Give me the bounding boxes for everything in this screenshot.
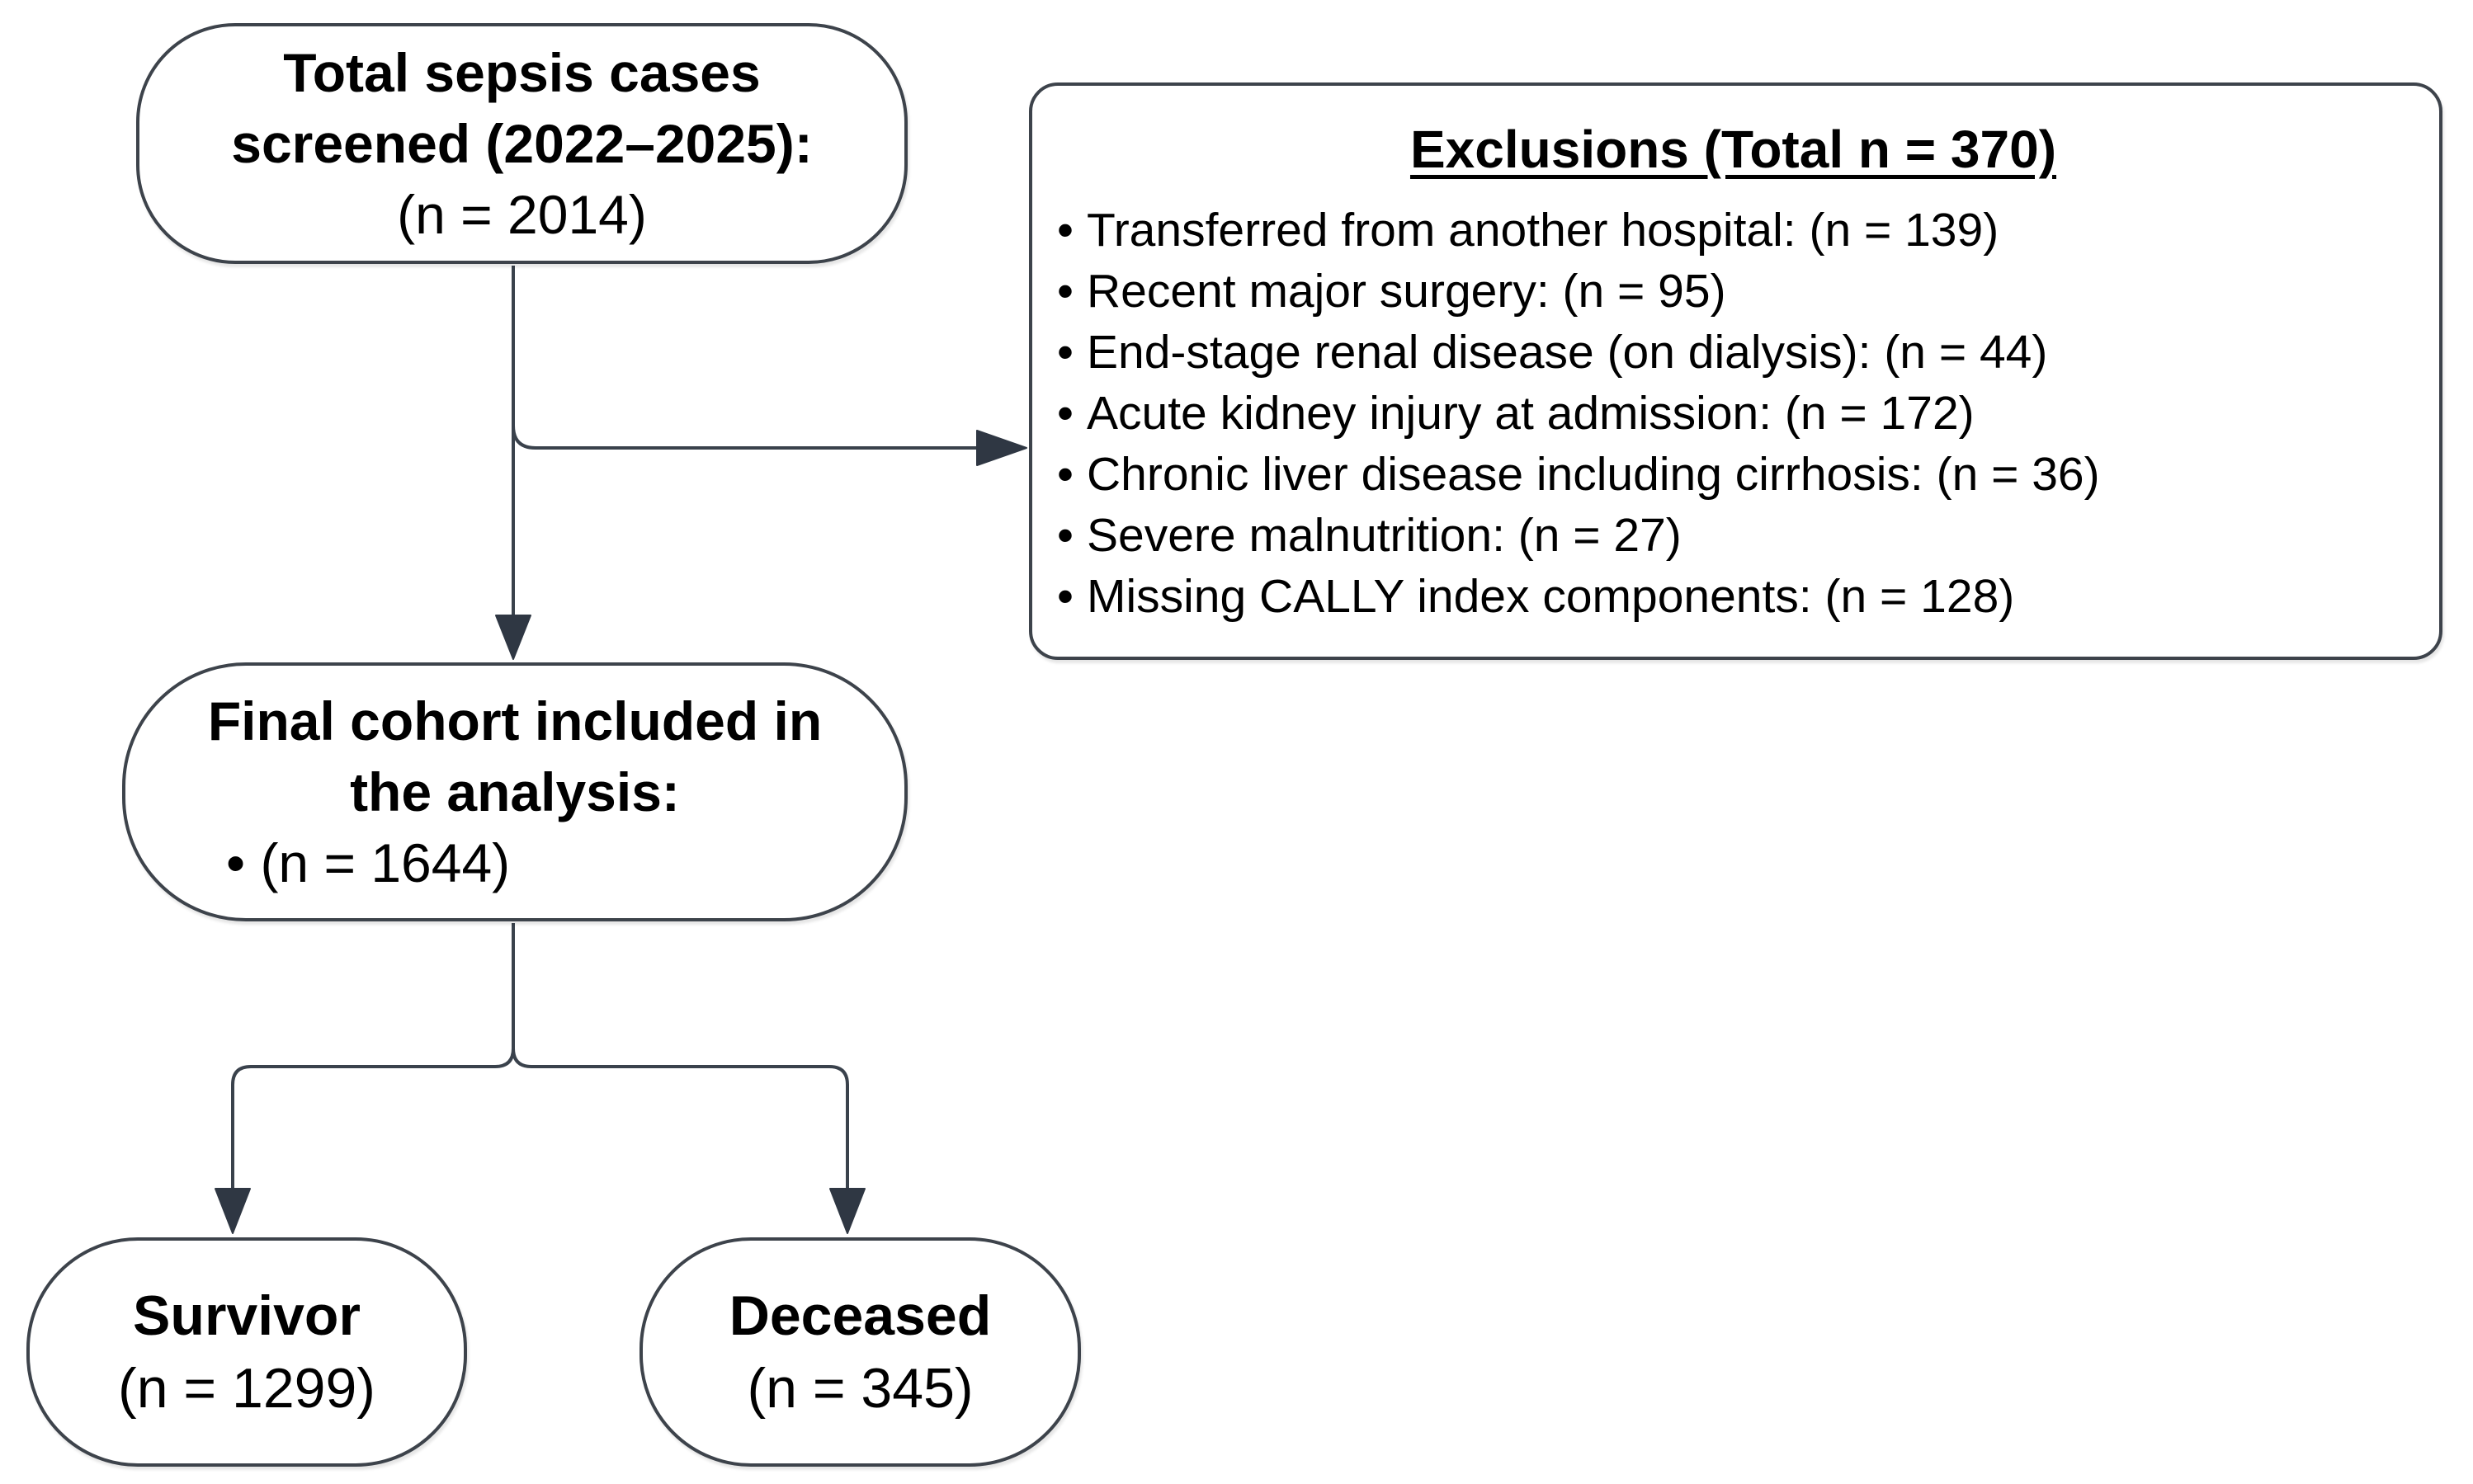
node-deceased: Deceased (n = 345) bbox=[639, 1237, 1081, 1467]
exclusion-item-text: Transferred from another hospital: (n = … bbox=[1087, 204, 1999, 257]
exclusion-item-text: Acute kidney injury at admission: (n = 1… bbox=[1087, 387, 1975, 440]
node-count: (n = 1299) bbox=[118, 1357, 375, 1420]
node-count: • (n = 1644) bbox=[226, 832, 511, 893]
bullet-icon: • bbox=[1057, 570, 1074, 623]
exclusion-item-text: Missing CALLY index components: (n = 128… bbox=[1087, 570, 2015, 623]
bullet-icon: • bbox=[1057, 509, 1074, 562]
exclusion-item: • Transferred from another hospital: (n =… bbox=[1057, 200, 2409, 261]
exclusion-item-text: Chronic liver disease including cirrhosi… bbox=[1087, 448, 2100, 501]
exclusion-item-text: End-stage renal disease (on dialysis): (… bbox=[1087, 326, 2048, 379]
connector-fork-left bbox=[231, 1048, 515, 1189]
exclusion-item: • Severe malnutrition: (n = 27) bbox=[1057, 505, 2409, 566]
node-title-line: Survivor bbox=[133, 1284, 361, 1347]
arrowhead-down-survivor bbox=[215, 1188, 251, 1234]
node-final-cohort: Final cohort included in the analysis: •… bbox=[122, 662, 908, 921]
connector-branch-to-exclusions bbox=[512, 425, 977, 450]
node-title-line: Total sepsis cases bbox=[283, 42, 761, 103]
bullet-icon: • bbox=[1057, 326, 1074, 379]
bullet-icon: • bbox=[1057, 204, 1074, 257]
exclusion-item: • Acute kidney injury at admission: (n = … bbox=[1057, 383, 2409, 444]
connector-fork-right bbox=[512, 1048, 849, 1189]
node-title-line: Final cohort included in bbox=[207, 690, 823, 751]
bullet-icon: • bbox=[1057, 265, 1074, 318]
exclusion-item: • End-stage renal disease (on dialysis): … bbox=[1057, 322, 2409, 383]
node-title-line: the analysis: bbox=[350, 761, 680, 822]
arrowhead-down-deceased bbox=[829, 1188, 866, 1234]
bullet-icon: • bbox=[1057, 387, 1074, 440]
arrowhead-down-final bbox=[495, 615, 531, 660]
node-title-line: screened (2022–2025): bbox=[231, 113, 813, 174]
exclusion-item-text: Recent major surgery: (n = 95) bbox=[1087, 265, 1726, 318]
node-total-screened: Total sepsis cases screened (2022–2025):… bbox=[136, 23, 908, 264]
exclusion-item: • Missing CALLY index components: (n = 12… bbox=[1057, 566, 2409, 627]
exclusion-item-text: Severe malnutrition: (n = 27) bbox=[1087, 509, 1682, 562]
node-survivor: Survivor (n = 1299) bbox=[26, 1237, 467, 1467]
exclusions-list: • Transferred from another hospital: (n =… bbox=[1057, 200, 2409, 627]
exclusions-title: Exclusions (Total n = 370) bbox=[1409, 120, 2057, 179]
node-count: (n = 345) bbox=[747, 1357, 974, 1420]
exclusion-item: • Chronic liver disease including cirrhos… bbox=[1057, 444, 2409, 505]
arrowhead-right-exclusions bbox=[976, 430, 1027, 466]
node-title-line: Deceased bbox=[729, 1284, 992, 1347]
bullet-icon: • bbox=[1057, 448, 1074, 501]
node-count: (n = 2014) bbox=[397, 184, 647, 245]
node-exclusions: Exclusions (Total n = 370) • Transferred … bbox=[1029, 82, 2442, 660]
exclusion-item: • Recent major surgery: (n = 95) bbox=[1057, 261, 2409, 322]
